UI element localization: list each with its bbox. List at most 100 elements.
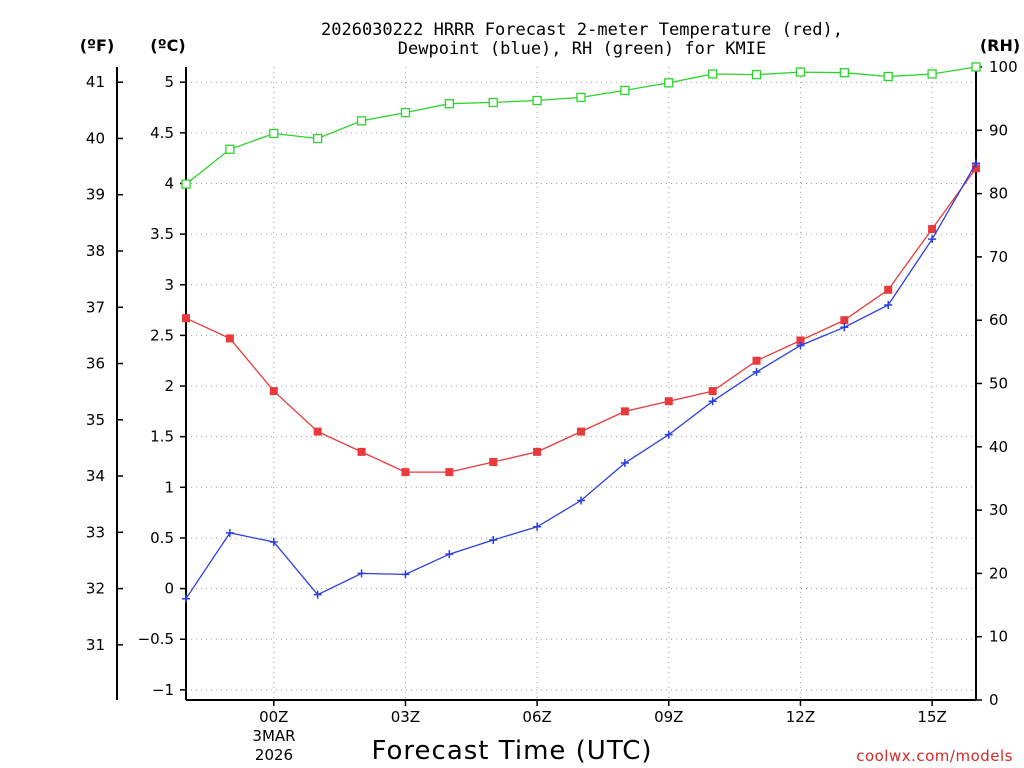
dewpoint-point [972,159,980,168]
temperature-point [796,336,805,345]
rh-point [839,68,849,78]
temperature-point [357,447,366,456]
rh-point [927,69,937,79]
c-tick-label: 3.5 [150,225,174,243]
rh-point [488,97,498,108]
chart-title-line1: 2026030222 HRRR Forecast 2-meter Tempera… [321,20,843,40]
temperature-point [533,447,542,456]
rh-tick-label: 80 [989,185,1008,203]
dewpoint-point [796,341,805,350]
f-tick-label: 36 [86,355,105,373]
rh-point [576,92,586,103]
rh-tick-label: 40 [989,438,1008,456]
temperature-point [489,457,498,466]
rh-tick-label: 30 [989,501,1008,519]
x-tick-label: 03Z [391,708,420,726]
rh-point [971,62,981,72]
rh-tick-label: 50 [989,375,1008,393]
series-line-rh [185,66,977,185]
dewpoint-point [708,397,717,406]
rh-point [356,116,367,126]
f-tick-label: 35 [86,411,105,429]
fahrenheit-unit-label: (ºF) [80,36,115,55]
c-tick-label: 0.5 [150,529,174,547]
temperature-point [313,427,322,436]
dewpoint-point [620,459,629,468]
series-temperature [182,164,980,477]
chart-title-line2: Dewpoint (blue), RH (green) for KMIE [398,39,766,59]
rh-tick-label: 0 [989,691,999,709]
series-rh [181,62,981,189]
c-tick-label: 3 [164,276,174,294]
watermark: coolwx.com/models [856,747,1013,765]
c-tick-label: 4.5 [150,124,174,142]
rh-point [269,128,279,139]
x-tick-label: 00Z [259,708,288,726]
dewpoint-point [357,569,366,578]
c-tick-label: −0.5 [138,630,174,648]
c-tick-label: 2 [164,377,174,395]
temperature-point [225,334,234,343]
dewpoint-point [577,496,585,505]
temperature-point [840,316,849,325]
temperature-point [972,164,980,173]
temperature-point [752,356,761,365]
temperature-point [664,397,673,406]
celsius-unit-label: (ºC) [150,36,185,55]
tick-layer: −1 −0.5 0 0.5 1 1.5 2 2.5 3 3.5 4 4.5 5 31 32 33 34 35 36 3… [86,58,1018,726]
rh-point [313,133,323,144]
rh-unit-label: (RH) [980,36,1020,55]
axis-layer [116,67,977,701]
date-label-day: 3MAR [252,727,295,745]
rh-point [883,71,893,82]
dewpoint-point [401,570,410,579]
dewpoint-point [489,535,498,544]
temperature-point [577,427,585,436]
rh-point [664,78,674,88]
date-label-year: 2026 [255,746,293,764]
dewpoint-point [313,590,322,599]
rh-point [444,99,454,109]
temperature-point [620,407,629,416]
c-tick-label: 1 [164,478,174,496]
rh-tick-label: 70 [989,248,1008,266]
series-layer [181,62,981,603]
dewpoint-point [269,538,278,547]
dewpoint-point [752,367,761,376]
temperature-point [884,285,893,294]
rh-tick-label: 20 [989,564,1008,582]
temperature-point [182,314,190,323]
c-tick-label: −1 [152,681,174,699]
temperature-point [708,387,717,396]
grid-layer [186,67,976,700]
dewpoint-point [225,528,234,537]
f-tick-label: 32 [86,580,105,598]
rh-tick-label: 10 [989,628,1008,646]
dewpoint-point [182,594,190,603]
rh-point [181,179,191,189]
f-tick-label: 40 [86,129,105,147]
rh-point [400,107,411,118]
x-tick-label: 12Z [786,708,815,726]
x-axis-label: Forecast Time (UTC) [371,736,652,766]
rh-point [795,67,806,77]
temperature-point [401,468,410,477]
c-tick-label: 4 [164,174,174,192]
rh-point [751,69,762,80]
x-tick-label: 06Z [522,708,551,726]
dewpoint-point [533,522,542,531]
f-tick-label: 41 [86,73,105,91]
c-tick-label: 5 [164,73,174,91]
c-tick-label: 2.5 [150,326,174,344]
rh-point [532,95,542,106]
dewpoint-point [445,550,454,559]
dewpoint-point [884,301,893,310]
temperature-point [928,225,937,234]
series-line-dewpoint [185,162,977,600]
f-tick-label: 34 [86,467,105,485]
rh-tick-label: 90 [989,121,1008,139]
rh-point [620,85,630,96]
f-tick-label: 37 [86,298,105,316]
x-tick-label: 09Z [654,708,683,726]
x-tick-label: 15Z [917,708,946,726]
